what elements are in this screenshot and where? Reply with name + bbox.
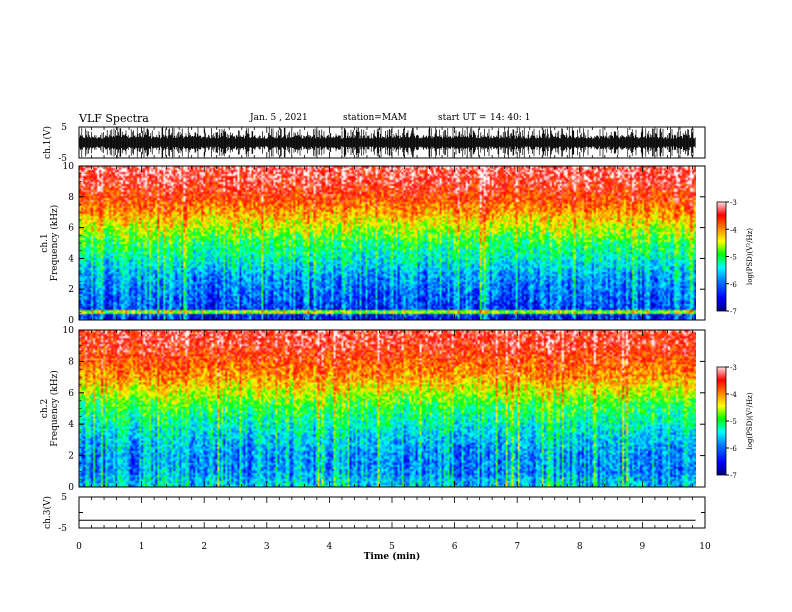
colorbar-ch2-tick-label: -3 [730, 364, 737, 372]
ch1-spectrogram-image [79, 166, 696, 320]
colorbar-ch2-tick-label: -6 [730, 445, 737, 453]
start-ut-value: 14: 40: 1 [490, 113, 531, 123]
colorbar-ch1-label: log(PSD)(V²/Hz) [746, 228, 754, 285]
colorbar-ch2-bar [716, 366, 727, 476]
x-tick-label: 3 [264, 542, 270, 552]
ch1-spectrogram: 0 2 4 6 8 10 ch.1 Frequency (kHz) [40, 162, 706, 326]
colorbar-ch1-tick-label: -6 [730, 281, 737, 289]
x-tick-label: 2 [201, 542, 207, 552]
x-tick-label: 0 [76, 542, 82, 552]
ch2-spectrogram-ylabel-channel: ch.2 [40, 399, 50, 418]
colorbar-ch1-tick-label: -3 [730, 199, 737, 207]
ch3-ytick-label: 5 [61, 493, 67, 503]
colorbar-ch1-tick-label: -5 [730, 254, 737, 262]
ch2-spectrogram-ytick-label: 8 [68, 357, 74, 367]
chart-title: VLF Spectra [79, 112, 149, 125]
x-tick-label: 8 [577, 542, 583, 552]
ch1-spectrogram-ytick-label: 2 [68, 285, 74, 295]
colorbar-ch2-tick-label: -5 [730, 418, 737, 426]
ch2-spectrogram-ytick-label: 2 [68, 452, 74, 462]
start-ut-label: start UT = [438, 113, 487, 123]
ch2-spectrogram-ytick-label: 10 [63, 326, 75, 336]
ch1-spectrogram-ytick-label: 8 [68, 193, 74, 203]
ch2-spectrogram-image [79, 330, 696, 487]
x-axis: 0 1 2 3 4 5 6 7 8 9 10 Time (min) [76, 127, 711, 562]
ch1-spectrogram-ytick-label: 4 [68, 254, 74, 264]
date-label: Jan. 5 , 2021 [250, 113, 308, 123]
ch3-waveform-ylabel: ch.3(V) [42, 496, 53, 529]
ch1-waveform-trace [79, 127, 696, 158]
x-tick-label: 4 [327, 542, 333, 552]
x-tick-label: 9 [640, 542, 646, 552]
colorbar-ch1: -3 -4 -5 -6 -7 log(PSD)(V²/Hz) [716, 199, 754, 316]
ch2-spectrogram: 0 2 4 6 8 10 ch.2 Frequency (kHz) [40, 326, 706, 493]
station-label: station=MAM [343, 113, 407, 123]
ch1-ytick-label: -5 [58, 154, 67, 164]
ch2-spectrogram-ytick-label: 4 [68, 420, 74, 430]
colorbar-ch2-tick-label: -7 [730, 472, 737, 480]
ch1-ytick-label: 5 [61, 123, 67, 133]
colorbar-ch1-tick-label: -4 [730, 226, 737, 234]
ch1-spectrogram-ytick-label: 6 [68, 224, 74, 234]
x-tick-label: 1 [139, 542, 145, 552]
x-axis-label: Time (min) [364, 551, 421, 562]
ch2-spectrogram-ylabel-frequency: Frequency (kHz) [49, 370, 60, 447]
colorbar-ch1-tick-label: -7 [730, 308, 737, 316]
x-tick-label: 5 [389, 542, 395, 552]
ch3-ytick-label: -5 [58, 524, 67, 534]
ch1-waveform-ylabel: ch.1(V) [42, 126, 53, 159]
ch1-spectrogram-ylabel-frequency: Frequency (kHz) [49, 205, 60, 282]
ch1-spectrogram-ylabel-channel: ch.1 [40, 233, 50, 252]
x-tick-label: 6 [452, 542, 458, 552]
x-tick-label: 7 [514, 542, 520, 552]
colorbar-ch2-label: log(PSD)(V²/Hz) [746, 392, 754, 449]
colorbar-ch2-tick-label: -4 [730, 391, 737, 399]
ch2-spectrogram-ytick-label: 0 [68, 483, 74, 493]
ch1-spectrogram-ytick-label: 0 [68, 316, 74, 326]
ch1-spectrogram-ytick-label: 10 [63, 162, 75, 172]
ch2-spectrogram-ytick-label: 6 [68, 389, 74, 399]
colorbar-ch2: -3 -4 -5 -6 -7 log(PSD)(V²/Hz) [716, 364, 754, 480]
colorbar-ch1-bar [716, 201, 727, 312]
x-tick-label: 10 [699, 542, 711, 552]
